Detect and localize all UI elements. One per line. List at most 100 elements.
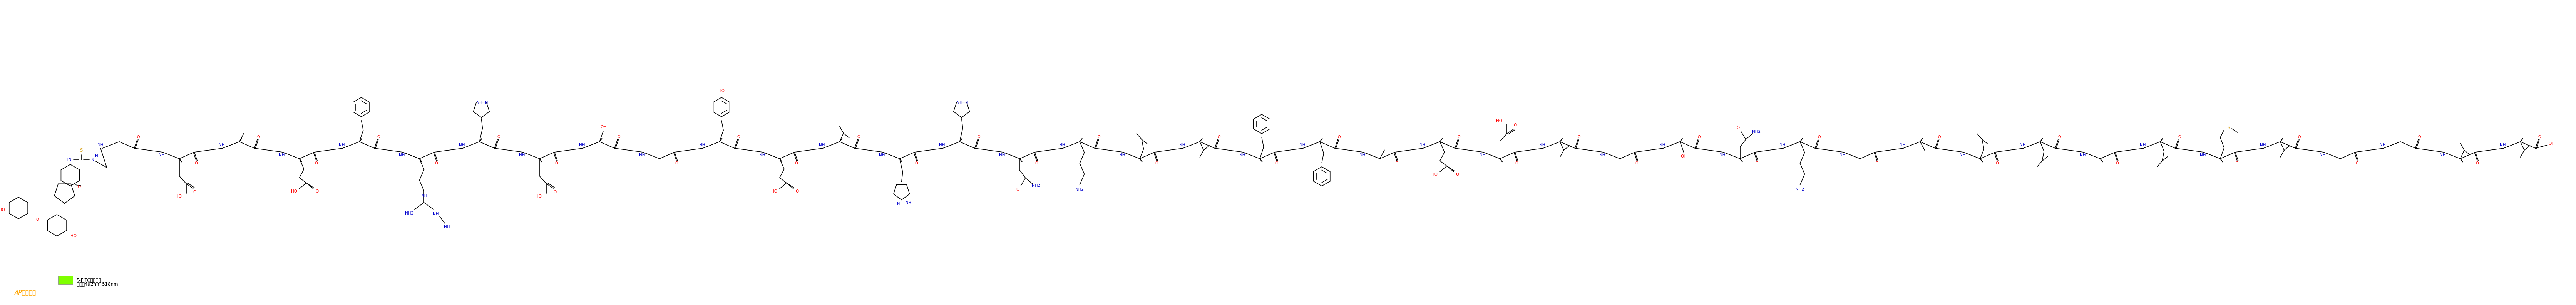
Text: NH2: NH2 — [1795, 188, 1803, 192]
Text: HO: HO — [1497, 119, 1502, 123]
Text: O: O — [554, 161, 559, 165]
Text: NH: NH — [459, 143, 464, 147]
Text: HO: HO — [536, 195, 541, 198]
Text: NH: NH — [160, 153, 165, 157]
Text: NH: NH — [1419, 143, 1425, 147]
Text: O: O — [1218, 135, 1221, 139]
Text: O: O — [2058, 135, 2061, 139]
Text: O: O — [796, 189, 799, 193]
Text: NH: NH — [98, 143, 103, 147]
Text: NH: NH — [420, 194, 428, 198]
Text: O: O — [2419, 135, 2421, 139]
Text: NH: NH — [956, 101, 963, 105]
Text: NH: NH — [639, 153, 644, 157]
Text: O: O — [1698, 135, 1700, 139]
Text: NH: NH — [819, 143, 824, 147]
Text: HO: HO — [175, 195, 183, 198]
Text: O: O — [2236, 161, 2239, 165]
Text: O: O — [1636, 161, 1638, 165]
Text: O: O — [2354, 161, 2360, 165]
Text: NH2: NH2 — [1033, 184, 1041, 188]
Text: NH: NH — [907, 201, 912, 205]
Text: NH2: NH2 — [1752, 130, 1762, 134]
Text: NH: NH — [399, 153, 404, 157]
Text: NH: NH — [1360, 153, 1365, 157]
Text: NH: NH — [1718, 153, 1726, 157]
Text: N: N — [484, 101, 487, 105]
Text: O: O — [258, 135, 260, 139]
Text: HN: HN — [64, 158, 72, 162]
Text: O: O — [2298, 135, 2300, 139]
Text: N: N — [90, 158, 95, 162]
Text: O: O — [497, 135, 500, 139]
Text: NH: NH — [2380, 143, 2385, 147]
Text: O: O — [1337, 135, 1340, 139]
Text: NH2: NH2 — [404, 211, 415, 215]
Text: NH: NH — [2439, 153, 2445, 157]
Text: NH: NH — [1239, 153, 1244, 157]
Text: O: O — [1515, 161, 1517, 165]
Text: O: O — [914, 161, 917, 165]
Text: OH: OH — [1680, 154, 1687, 158]
Text: NH: NH — [518, 153, 526, 157]
Text: NH: NH — [1839, 153, 1844, 157]
Text: NH: NH — [2321, 153, 2326, 157]
Text: N: N — [896, 202, 899, 206]
Text: 波长：492nm 518nm: 波长：492nm 518nm — [77, 282, 118, 287]
Text: O: O — [2115, 161, 2117, 165]
Text: O: O — [314, 161, 317, 165]
Text: NH: NH — [1780, 143, 1785, 147]
Text: NH: NH — [760, 153, 765, 157]
Text: HO: HO — [0, 208, 5, 212]
Text: S: S — [80, 148, 82, 153]
Text: NH: NH — [580, 143, 585, 147]
Text: NH: NH — [219, 143, 224, 147]
Text: O: O — [2177, 135, 2182, 139]
Text: NH: NH — [340, 143, 345, 147]
Text: NH: NH — [1600, 153, 1605, 157]
Text: O: O — [1577, 135, 1582, 139]
Text: O: O — [1754, 161, 1759, 165]
Text: NH2: NH2 — [1074, 188, 1084, 192]
Text: O: O — [435, 161, 438, 165]
Text: NH: NH — [2259, 143, 2267, 147]
Text: NH: NH — [1298, 143, 1306, 147]
Text: NH: NH — [1540, 143, 1546, 147]
Text: O: O — [1036, 161, 1038, 165]
Text: NH: NH — [2499, 143, 2506, 147]
Text: O: O — [2537, 135, 2540, 139]
Text: O: O — [2476, 161, 2478, 165]
Text: NH: NH — [2141, 143, 2146, 147]
Text: OH: OH — [2548, 142, 2555, 145]
Text: HO: HO — [770, 189, 778, 193]
Text: O: O — [1937, 135, 1940, 139]
Text: NH: NH — [1180, 143, 1185, 147]
Text: NH: NH — [1479, 153, 1486, 157]
Text: O: O — [1996, 161, 1999, 165]
Text: O: O — [1455, 173, 1458, 176]
Text: O: O — [675, 161, 677, 165]
Text: O: O — [137, 135, 139, 139]
Text: O: O — [193, 190, 196, 194]
Text: O: O — [554, 190, 556, 194]
Text: NH: NH — [443, 224, 451, 228]
Text: O: O — [618, 135, 621, 139]
Text: NH: NH — [878, 153, 886, 157]
Text: O: O — [796, 161, 799, 165]
Text: NH: NH — [2079, 153, 2087, 157]
Text: O: O — [1875, 161, 1878, 165]
Text: NH: NH — [1659, 143, 1667, 147]
Text: O: O — [976, 135, 981, 139]
Text: NH: NH — [477, 101, 482, 105]
Bar — [59, 276, 72, 284]
Text: NH: NH — [2020, 143, 2025, 147]
Text: O: O — [1154, 161, 1159, 165]
Text: NH: NH — [278, 153, 286, 157]
Text: HO: HO — [70, 234, 77, 238]
Text: NH: NH — [433, 212, 438, 216]
Text: O: O — [77, 185, 80, 189]
Text: O: O — [36, 217, 39, 221]
Text: NH: NH — [1059, 143, 1064, 147]
Text: O: O — [1396, 161, 1399, 165]
Text: H: H — [95, 154, 98, 158]
